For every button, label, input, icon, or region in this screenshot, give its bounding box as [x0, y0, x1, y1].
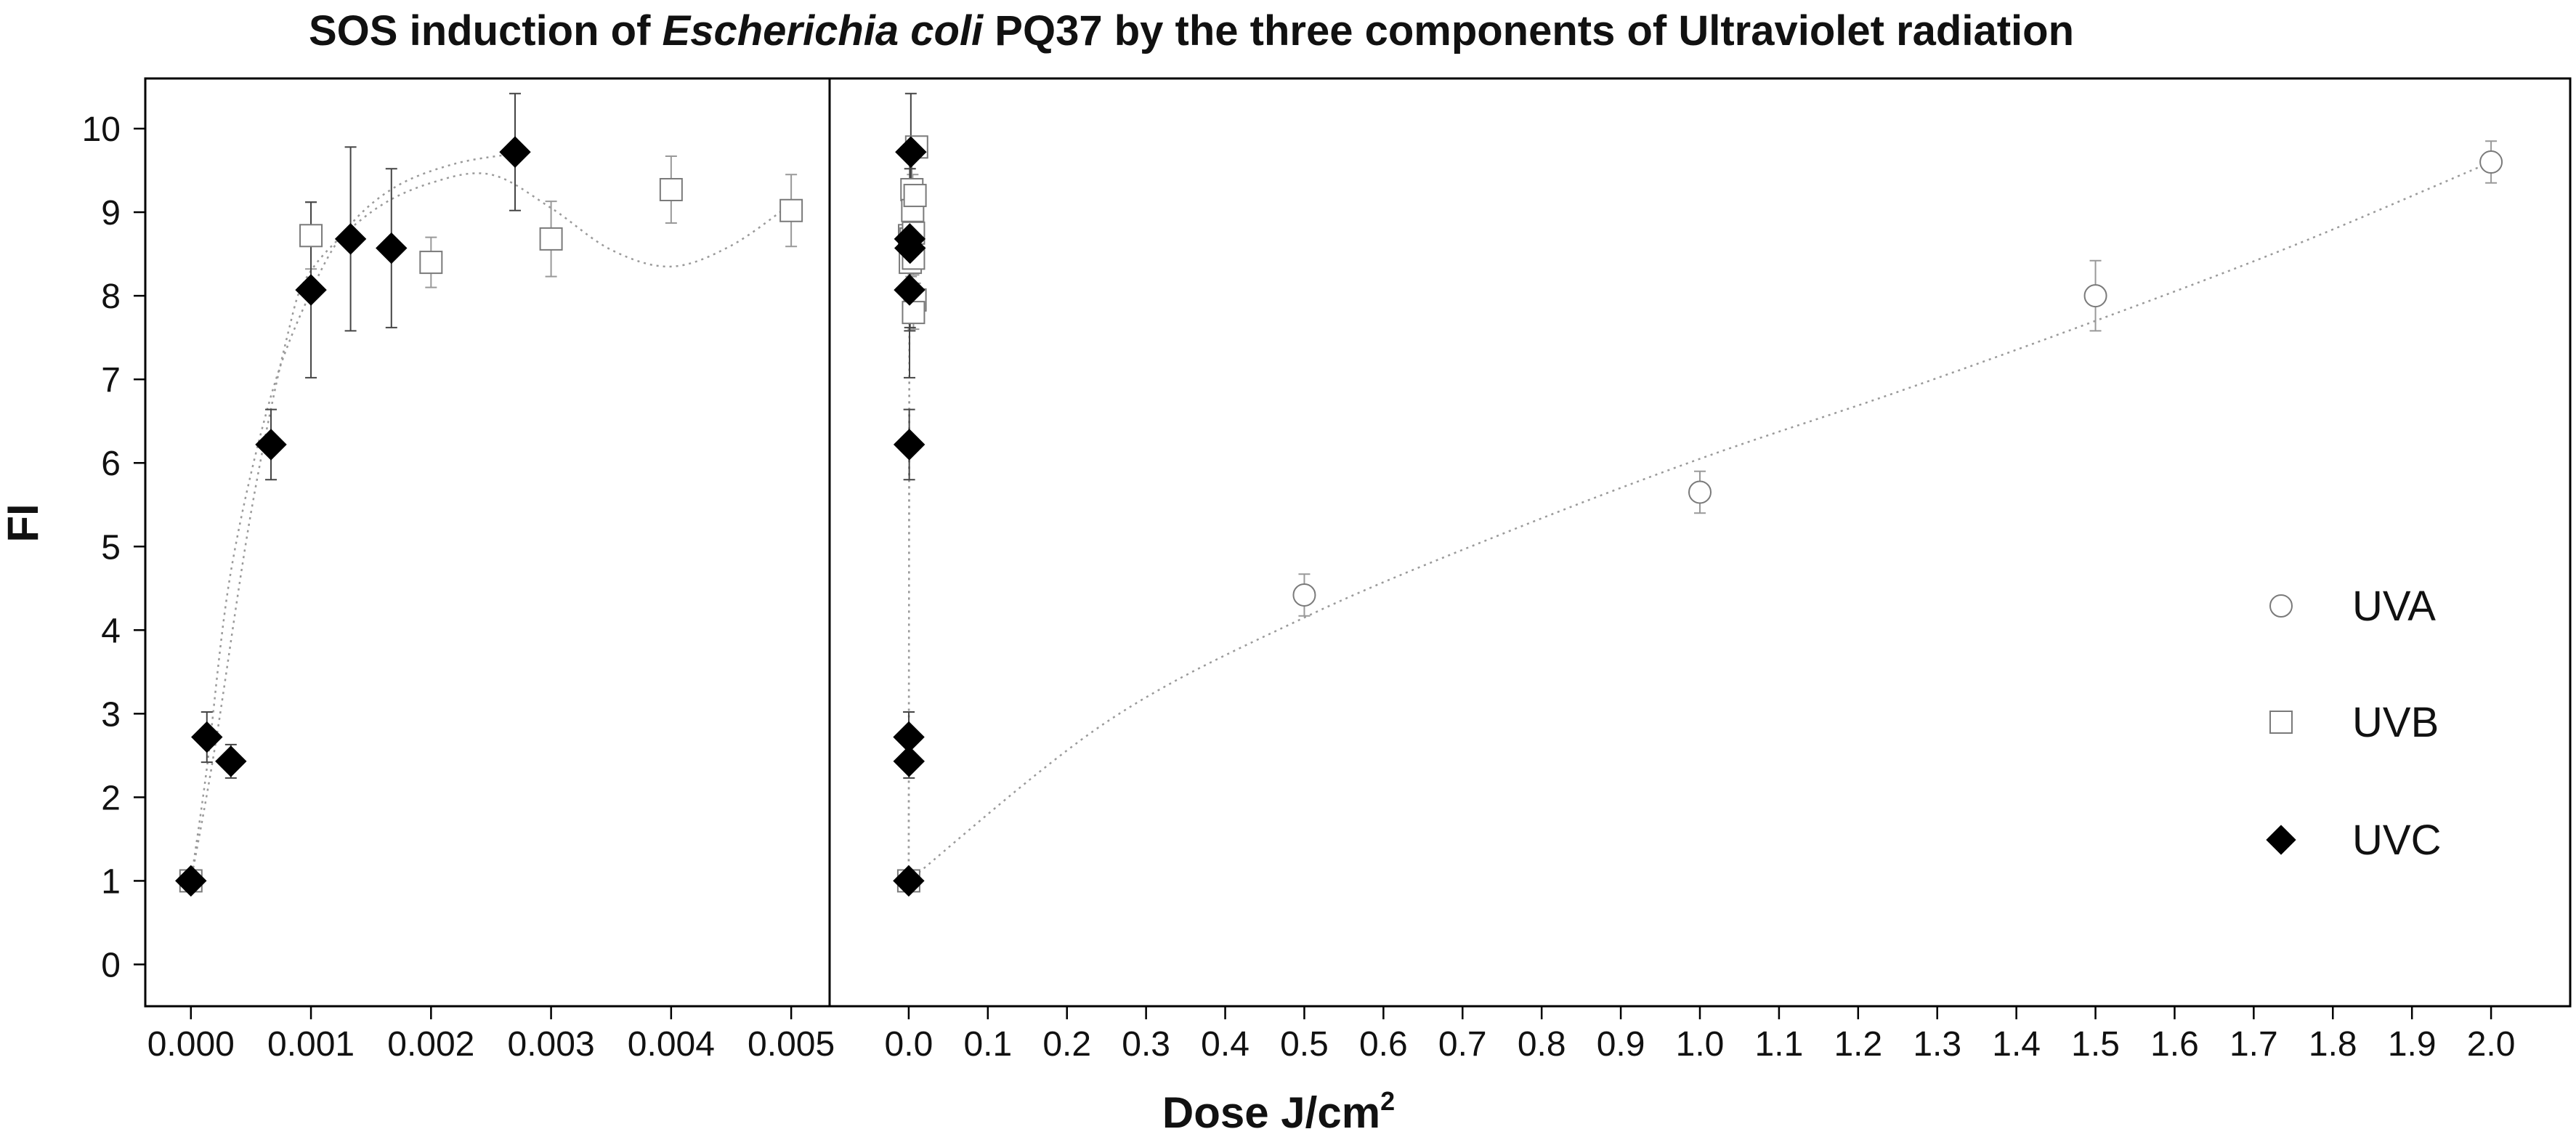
x-tick-label-panel-2-12: 1.1 [1755, 1025, 1804, 1064]
data-point-uvc-point-4-panel-2 [893, 429, 926, 461]
x-tick-label-panel-2-13: 1.2 [1834, 1025, 1882, 1064]
x-axis-title-superscript: 2 [1380, 1086, 1395, 1116]
x-tick-label-panel-2-8: 0.7 [1438, 1025, 1487, 1064]
data-point-uvc-point-8-panel-1 [499, 136, 531, 168]
x-tick-label-panel-1-6: 0.005 [748, 1025, 835, 1064]
x-tick-label-panel-2-20: 1.9 [2388, 1025, 2437, 1064]
data-point-uva-point-2-panel-2 [1292, 583, 1316, 607]
x-tick-label-panel-2-14: 1.3 [1913, 1025, 1961, 1064]
x-tick-label-panel-1-2: 0.001 [267, 1025, 355, 1064]
data-point-uvc-point-3-panel-2 [893, 745, 925, 777]
y-tick-label-4: 4 [101, 612, 121, 650]
y-tick-label-1: 1 [101, 862, 121, 901]
x-tick-label-panel-2-10: 0.9 [1597, 1025, 1645, 1064]
legend-label-uvc: UVC [2352, 817, 2441, 864]
error-bars-layer [185, 92, 2498, 890]
data-point-uvc-point-8-panel-2 [895, 136, 927, 168]
data-point-uva-point-5-panel-2 [2479, 150, 2503, 174]
y-tick-label-0: 0 [101, 946, 121, 984]
data-point-uvc-point-5-panel-1 [295, 274, 327, 306]
y-axis-title: FI [0, 503, 47, 542]
data-point-uvc-point-3-panel-1 [215, 745, 247, 777]
fit-curve-uvb-panel-1 [190, 172, 792, 881]
chart-title: SOS induction of Escherichia coli PQ37 b… [309, 7, 2074, 54]
chart-title-part-2: PQ37 by the three components of Ultravio… [983, 7, 2074, 54]
x-axis-title-text: Dose J/cm [1162, 1088, 1380, 1133]
data-point-uvc-point-1-panel-2 [893, 865, 925, 897]
x-tick-label-panel-1-5: 0.004 [628, 1025, 715, 1064]
x-tick-label-panel-2-15: 1.4 [1992, 1025, 2041, 1064]
data-point-uvb-point-4-panel-1 [539, 227, 563, 251]
x-tick-label-panel-1-4: 0.003 [508, 1025, 595, 1064]
legend: UVA UVB UVC [2266, 583, 2441, 864]
x-tick-label-panel-2-4: 0.3 [1122, 1025, 1170, 1064]
x-tick-label-panel-2-6: 0.5 [1280, 1025, 1329, 1064]
x-tick-label-panel-2-1: 0.0 [885, 1025, 933, 1064]
legend-label-uvb: UVB [2352, 699, 2439, 746]
data-point-uva-point-3-panel-2 [1688, 480, 1712, 504]
x-tick-label-panel-2-7: 0.6 [1359, 1025, 1408, 1064]
plot-frame [144, 77, 2572, 1008]
x-tick-label-panel-2-11: 1.0 [1676, 1025, 1725, 1064]
x-tick-label-panel-2-5: 0.4 [1201, 1025, 1249, 1064]
data-points-layer [175, 135, 2503, 897]
legend-label-uva: UVA [2352, 583, 2436, 630]
x-tick-label-panel-2-3: 0.2 [1042, 1025, 1091, 1064]
data-point-uvc-point-7-panel-1 [376, 232, 408, 264]
data-point-uvc-point-4-panel-1 [255, 429, 287, 461]
legend-marker-uvb [2269, 711, 2293, 734]
x-tick-label-panel-2-17: 1.6 [2150, 1025, 2199, 1064]
y-tick-label-9: 9 [101, 194, 121, 232]
data-point-uvb-point-3-panel-1 [419, 251, 443, 275]
data-point-uvc-point-1-panel-1 [175, 865, 207, 897]
axes-layer: 0 1 2 3 4 5 6 7 8 9 10 0.000 0.001 0.002 0.003 0.004 0.0… [82, 77, 2572, 1064]
y-tick-label-8: 8 [101, 278, 121, 316]
data-point-uvb-point-8-panel-2 [903, 184, 927, 208]
data-point-uvc-point-5-panel-2 [894, 274, 926, 306]
y-tick-label-6: 6 [101, 445, 121, 483]
x-tick-label-panel-2-19: 1.8 [2309, 1025, 2357, 1064]
data-point-uvc-point-6-panel-1 [334, 223, 367, 255]
fit-curve-uvc-panel-1 [190, 153, 516, 881]
chart-title-italic: Escherichia coli [663, 7, 985, 54]
y-tick-label-5: 5 [101, 528, 121, 567]
data-point-uvb-point-2-panel-1 [299, 224, 323, 248]
x-tick-label-panel-2-18: 1.7 [2229, 1025, 2278, 1064]
y-tick-label-3: 3 [101, 695, 121, 734]
fit-curves-layer [190, 153, 2492, 882]
data-point-uvc-point-7-panel-2 [894, 232, 926, 264]
y-tick-label-7: 7 [101, 361, 121, 400]
x-tick-label-panel-2-21: 2.0 [2467, 1025, 2516, 1064]
legend-marker-uvc [2266, 825, 2296, 855]
x-tick-label-panel-2-9: 0.8 [1518, 1025, 1566, 1064]
data-point-uvb-point-6-panel-1 [779, 198, 803, 222]
data-point-uva-point-4-panel-2 [2083, 284, 2107, 308]
x-tick-label-panel-1-3: 0.002 [387, 1025, 474, 1064]
y-tick-label-10: 10 [82, 110, 121, 149]
x-axis-title: Dose J/cm2 [1162, 1086, 1395, 1133]
fit-curve-uva-panel-2 [908, 161, 2492, 882]
data-point-uvb-point-5-panel-1 [659, 178, 683, 202]
x-tick-label-panel-2-16: 1.5 [2071, 1025, 2120, 1064]
data-point-uvc-point-2-panel-1 [191, 721, 223, 753]
y-tick-label-2: 2 [101, 779, 121, 817]
chart-title-part-1: SOS induction of [309, 7, 663, 54]
x-tick-label-panel-1-1: 0.000 [147, 1025, 235, 1064]
data-point-uvb-point-12-panel-2 [902, 301, 926, 325]
x-tick-label-panel-2-2: 0.1 [963, 1025, 1012, 1064]
legend-marker-uva [2269, 594, 2293, 618]
